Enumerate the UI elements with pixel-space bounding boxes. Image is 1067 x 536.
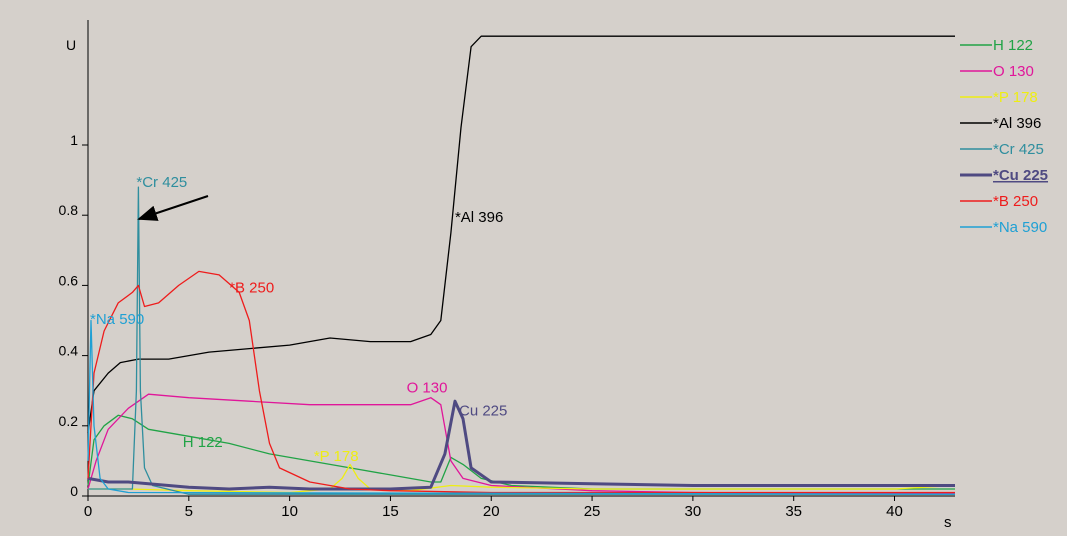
x-tick-label: 30 <box>685 503 702 520</box>
axes: 0 5 10 15 20 25 30 35 40 0 0.2 0.4 0.6 0.8 1 <box>59 20 955 520</box>
y-tick-label: 0.8 <box>59 202 79 218</box>
series-annotation: *P 178 <box>314 448 359 465</box>
series-line <box>87 35 955 433</box>
legend-item[interactable]: *Cu 225 <box>993 167 1048 184</box>
series-line <box>87 319 956 495</box>
y-tick-label: 0.6 <box>59 272 79 288</box>
series-annotation: *B 250 <box>229 279 274 296</box>
x-tick-label: 20 <box>483 503 500 520</box>
legend-item[interactable]: *P 178 <box>993 89 1038 106</box>
legend-item[interactable]: O 130 <box>993 63 1034 80</box>
series-layer <box>87 35 956 495</box>
series-annotation: *Al 396 <box>455 209 503 226</box>
x-tick-label: 35 <box>785 503 802 520</box>
y-tick-label: 1 <box>70 132 78 148</box>
series-line <box>88 186 955 495</box>
x-tick-label: 15 <box>382 503 399 520</box>
y-tick-label: 0.4 <box>59 343 79 359</box>
x-tick-label: 10 <box>281 503 298 520</box>
x-tick-label: 0 <box>84 503 92 520</box>
arrow-pointer <box>137 195 209 221</box>
series-line <box>87 270 955 494</box>
series-annotation: Cu 225 <box>459 402 507 419</box>
x-tick-label: 40 <box>886 503 903 520</box>
series-annotation: H 122 <box>183 434 223 451</box>
legend-item[interactable]: *B 250 <box>993 193 1038 210</box>
legend[interactable]: H 122 O 130 *P 178 *Al 396 *Cr 425 *Cu 225 *B … <box>960 37 1048 236</box>
y-tick-label: 0 <box>70 483 78 499</box>
plot-area <box>88 20 955 496</box>
legend-item[interactable]: *Cr 425 <box>993 141 1044 158</box>
x-axis-label: s <box>944 514 952 531</box>
x-tick-label: 5 <box>185 503 193 520</box>
legend-item[interactable]: *Na 590 <box>993 219 1047 236</box>
series-annotation: *Cr 425 <box>136 174 187 191</box>
series-annotation: O 130 <box>407 379 448 396</box>
x-tick-label: 25 <box>584 503 601 520</box>
series-line <box>87 399 955 491</box>
y-tick-label: 0.2 <box>59 413 79 429</box>
series-annotation: *Na 590 <box>90 311 144 328</box>
legend-item[interactable]: H 122 <box>993 37 1033 54</box>
legend-item[interactable]: *Al 396 <box>993 115 1041 132</box>
y-axis-label: U <box>66 37 76 53</box>
annotation-layer: *Cr 425 *Al 396 *B 250 *Na 590 O 130 Cu 225 H … <box>90 174 507 465</box>
